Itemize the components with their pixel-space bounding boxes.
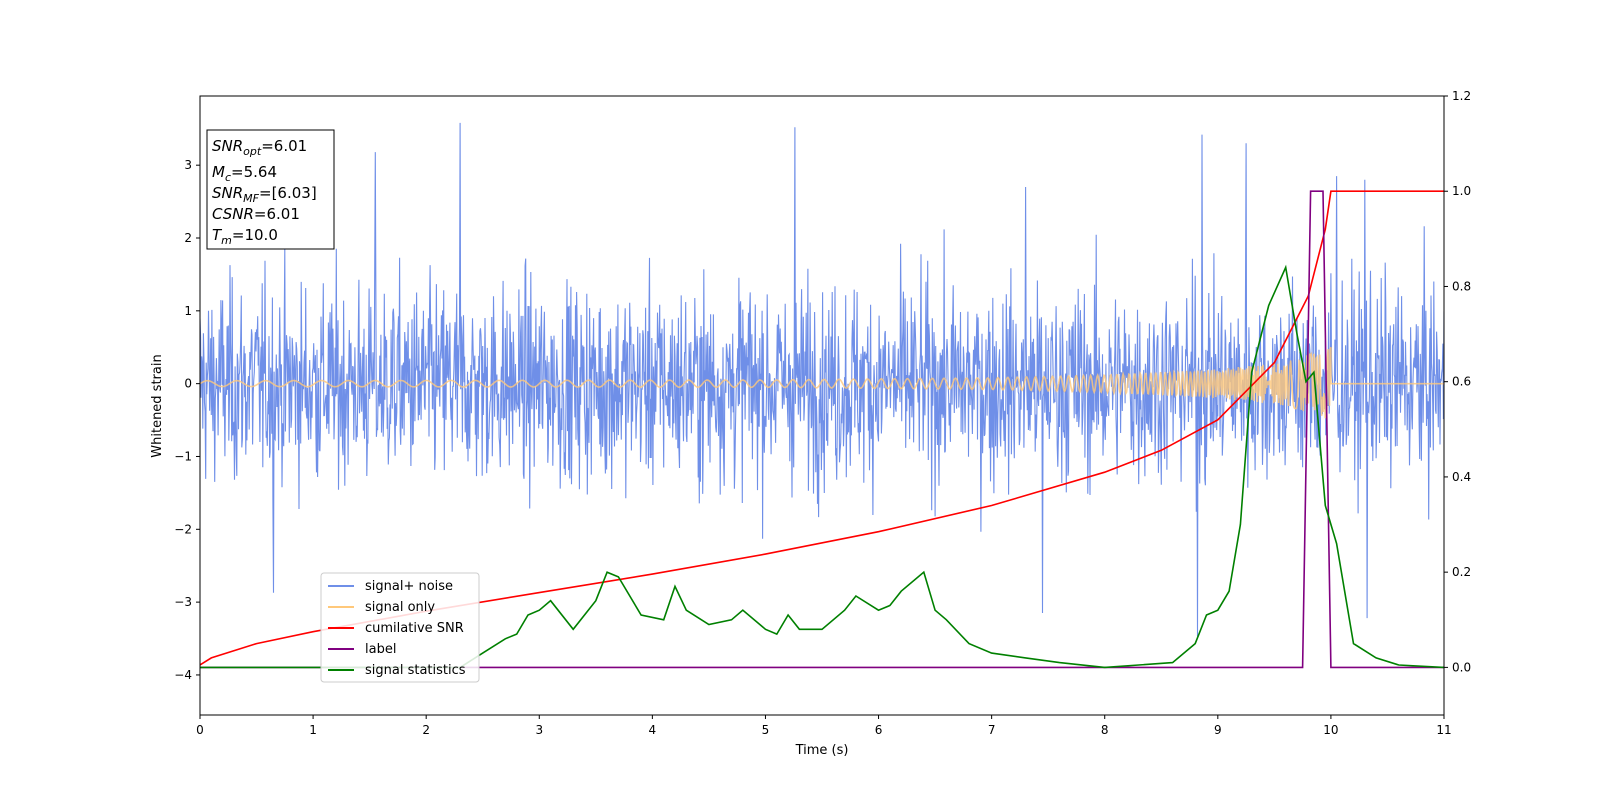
svg-text:Tm=10.0: Tm=10.0 bbox=[212, 226, 278, 247]
legend-label-signal-noise: signal+ noise bbox=[365, 579, 453, 594]
x-axis: 0 1 2 3 4 5 6 7 8 9 10 11 bbox=[196, 715, 1452, 737]
y-right-tick-label: 0.2 bbox=[1452, 565, 1471, 579]
svg-text:SNRMF=[6.03]: SNRMF=[6.03] bbox=[212, 184, 317, 205]
x-tick-label: 11 bbox=[1436, 723, 1451, 737]
x-tick-label: 3 bbox=[535, 723, 543, 737]
x-tick-label: 0 bbox=[196, 723, 204, 737]
info-tm-base: T bbox=[212, 226, 223, 244]
info-snr-mf-sub: MF bbox=[243, 192, 259, 205]
x-tick-label: 2 bbox=[422, 723, 430, 737]
series-signal-only bbox=[200, 346, 1444, 419]
x-axis-label: Time (s) bbox=[795, 743, 849, 758]
legend-frame bbox=[320, 572, 480, 683]
series-signal-noise bbox=[200, 122, 1444, 637]
svg-text:Mc=5.64: Mc=5.64 bbox=[212, 163, 277, 184]
svg-text:SNRopt=6.01: SNRopt=6.01 bbox=[212, 137, 307, 158]
x-tick-label: 7 bbox=[988, 723, 996, 737]
info-tm-sub: m bbox=[221, 234, 232, 247]
legend-label-signal-only: signal only bbox=[365, 600, 435, 615]
y-right-tick-label: 0.8 bbox=[1452, 279, 1471, 293]
y-right-tick-label: 1.0 bbox=[1452, 184, 1471, 198]
y-axis-right: 0.0 0.2 0.4 0.6 0.8 1.0 1.2 bbox=[1444, 89, 1471, 674]
y-left-tick-label: 1 bbox=[184, 304, 192, 318]
legend-label-signal-statistics: signal statistics bbox=[365, 663, 466, 678]
x-tick-label: 10 bbox=[1323, 723, 1338, 737]
y-left-tick-label: −2 bbox=[174, 522, 192, 536]
info-snr-opt-value: =6.01 bbox=[261, 137, 307, 155]
y-right-tick-label: 0.6 bbox=[1452, 375, 1471, 389]
svg-text:CSNR=6.01: CSNR=6.01 bbox=[212, 205, 300, 223]
legend-label-cumilative-snr: cumilative SNR bbox=[365, 621, 464, 636]
x-tick-label: 4 bbox=[649, 723, 657, 737]
info-snr-mf-value: =[6.03] bbox=[259, 184, 317, 202]
info-csnr-base: CSNR bbox=[212, 205, 254, 223]
y-axis-left: −4 −3 −2 −1 0 1 2 3 bbox=[174, 158, 200, 682]
x-tick-label: 1 bbox=[309, 723, 317, 737]
info-snr-opt-sub: opt bbox=[243, 145, 262, 158]
info-mc-value: =5.64 bbox=[231, 163, 277, 181]
legend: signal+ noise signal only cumilative SNR la… bbox=[320, 572, 480, 683]
y-left-tick-label: −3 bbox=[174, 595, 192, 609]
series-signal-statistics bbox=[200, 264, 1444, 669]
legend-label-label: label bbox=[365, 642, 396, 657]
series-label bbox=[200, 190, 1444, 669]
info-mc-sub: c bbox=[225, 171, 231, 184]
plot-frame bbox=[199, 95, 1445, 716]
info-mc-base: M bbox=[212, 163, 225, 181]
y-left-tick-label: −1 bbox=[174, 449, 192, 463]
series-layer bbox=[200, 122, 1444, 669]
y-left-tick-label: −4 bbox=[174, 668, 192, 682]
y-left-tick-label: 3 bbox=[184, 158, 192, 172]
x-tick-label: 9 bbox=[1214, 723, 1222, 737]
y-right-tick-label: 0.4 bbox=[1452, 470, 1471, 484]
series-cumilative-snr bbox=[200, 190, 1444, 666]
info-tm-value: =10.0 bbox=[232, 226, 278, 244]
y-axis-label: Whitened strain bbox=[150, 354, 165, 457]
y-right-tick-label: 1.2 bbox=[1452, 89, 1471, 103]
y-left-tick-label: 2 bbox=[184, 231, 192, 245]
y-left-tick-label: 0 bbox=[184, 377, 192, 391]
info-snr-mf-base: SNR bbox=[212, 184, 243, 202]
info-box: SNRopt=6.01 Mc=5.64 SNRMF=[6.03] CSNR=6.… bbox=[206, 129, 335, 250]
info-snr-opt-base: SNR bbox=[212, 137, 243, 155]
info-csnr-value: =6.01 bbox=[254, 205, 300, 223]
x-tick-label: 5 bbox=[762, 723, 770, 737]
y-right-tick-label: 0.0 bbox=[1452, 660, 1471, 674]
x-tick-label: 8 bbox=[1101, 723, 1109, 737]
x-tick-label: 6 bbox=[875, 723, 883, 737]
